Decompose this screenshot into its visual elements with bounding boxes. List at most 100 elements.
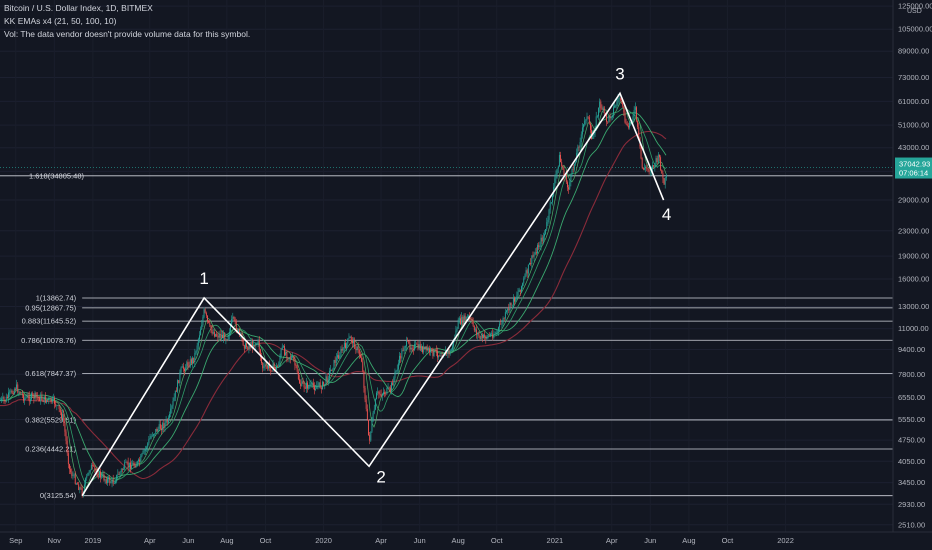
price-tick-label: 2930.00: [898, 500, 925, 509]
axis-currency-label: USD: [907, 8, 922, 15]
candle-body: [409, 342, 411, 350]
candle-body: [608, 115, 610, 122]
candle-body: [291, 357, 292, 359]
candle-body: [77, 483, 78, 485]
candle-body: [277, 365, 279, 367]
candle-body: [17, 384, 19, 393]
candle-body: [187, 362, 189, 367]
candle-body: [50, 397, 52, 402]
candle-body: [72, 475, 74, 477]
candle-body: [19, 391, 21, 394]
candle-body: [47, 400, 49, 401]
candle-body: [205, 312, 207, 316]
candle-body: [139, 459, 141, 462]
candle-body: [141, 453, 143, 456]
candle-body: [144, 448, 146, 451]
candle-body: [87, 472, 89, 476]
candle-body: [379, 393, 381, 395]
candle-body: [512, 297, 514, 305]
candle-body: [264, 364, 266, 367]
candle-body: [557, 166, 559, 170]
price-tick-label: 2510.00: [898, 520, 925, 529]
candle-body: [647, 168, 649, 170]
candle-body: [516, 295, 518, 298]
candle-body: [9, 391, 11, 393]
candle-body: [437, 351, 438, 358]
candle-body: [638, 126, 640, 137]
candle-body: [450, 349, 452, 351]
candle-body: [504, 312, 506, 319]
time-tick-label: 2019: [85, 536, 102, 545]
candle-body: [138, 459, 139, 462]
candle-body: [199, 335, 200, 340]
candle-body: [603, 107, 605, 114]
candle-body: [396, 369, 398, 371]
candle-body: [624, 111, 626, 123]
candle-body: [391, 382, 392, 391]
candle-body: [615, 105, 617, 107]
candle-body: [395, 370, 397, 373]
candle-body: [483, 334, 484, 339]
candle-body: [340, 349, 342, 356]
time-tick-label: 2022: [777, 536, 794, 545]
candle-body: [372, 412, 374, 422]
chart-title: Bitcoin / U.S. Dollar Index, 1D, BITMEX: [4, 3, 153, 13]
candle-body: [269, 365, 271, 368]
candle-body: [155, 428, 157, 434]
candle-body: [522, 283, 524, 287]
candle-body: [604, 113, 606, 115]
price-axis[interactable]: 125000.00 105000.00 89000.00 73000.00 61000.…: [892, 0, 932, 550]
candle-body: [41, 395, 43, 401]
candle-body: [162, 423, 164, 430]
time-tick-label: 2021: [547, 536, 564, 545]
candle-body: [485, 336, 487, 339]
candle-body: [548, 209, 550, 220]
candle-body: [118, 474, 120, 475]
candle-body: [524, 275, 526, 279]
candle-body: [645, 166, 647, 169]
candle-body: [354, 339, 356, 349]
price-tick-label: 51000.00: [898, 121, 929, 130]
candle-body: [88, 472, 90, 474]
candle-body: [502, 318, 504, 324]
candle-body: [577, 146, 579, 153]
candle-body: [618, 98, 620, 100]
price-tick-label: 4050.00: [898, 457, 925, 466]
indicator-legend: KK EMAs x4 (21, 50, 100, 10): [4, 16, 117, 26]
candle-body: [622, 99, 624, 106]
candle-body: [637, 120, 639, 127]
candle-body: [353, 339, 354, 344]
candle-body: [471, 319, 473, 321]
candle-body: [197, 339, 199, 346]
candle-body: [558, 154, 560, 167]
price-tick-label: 43000.00: [898, 143, 929, 152]
candle-body: [226, 339, 228, 341]
fib-label: 0.95(12867.75): [25, 303, 76, 312]
candle-body: [629, 122, 630, 128]
candle-body: [431, 348, 433, 349]
candle-body: [276, 365, 277, 370]
candle-body: [487, 335, 489, 338]
candle-body: [664, 177, 666, 185]
candle-body: [616, 102, 618, 106]
candle-body: [654, 163, 656, 167]
candle-body: [626, 123, 628, 126]
candle-body: [609, 115, 611, 119]
candle-body: [630, 122, 632, 123]
candle-body: [255, 344, 257, 346]
candle-body: [171, 405, 173, 409]
candle-body: [51, 398, 53, 402]
candle-body: [180, 367, 182, 373]
candle-body: [238, 329, 239, 332]
candle-body: [249, 345, 251, 348]
candle-body: [239, 329, 241, 334]
fib-label: 0.786(10078.76): [21, 336, 77, 345]
candle-body: [435, 350, 437, 352]
candle-body: [414, 344, 415, 350]
candle-body: [253, 345, 254, 348]
candle-body: [166, 420, 168, 423]
candle-body: [52, 397, 54, 399]
time-axis[interactable]: Sep Nov 2019 Apr Jun Aug Oct 2020 Apr Jun Aug Oct 20…: [0, 531, 932, 545]
candle-body: [20, 393, 22, 395]
